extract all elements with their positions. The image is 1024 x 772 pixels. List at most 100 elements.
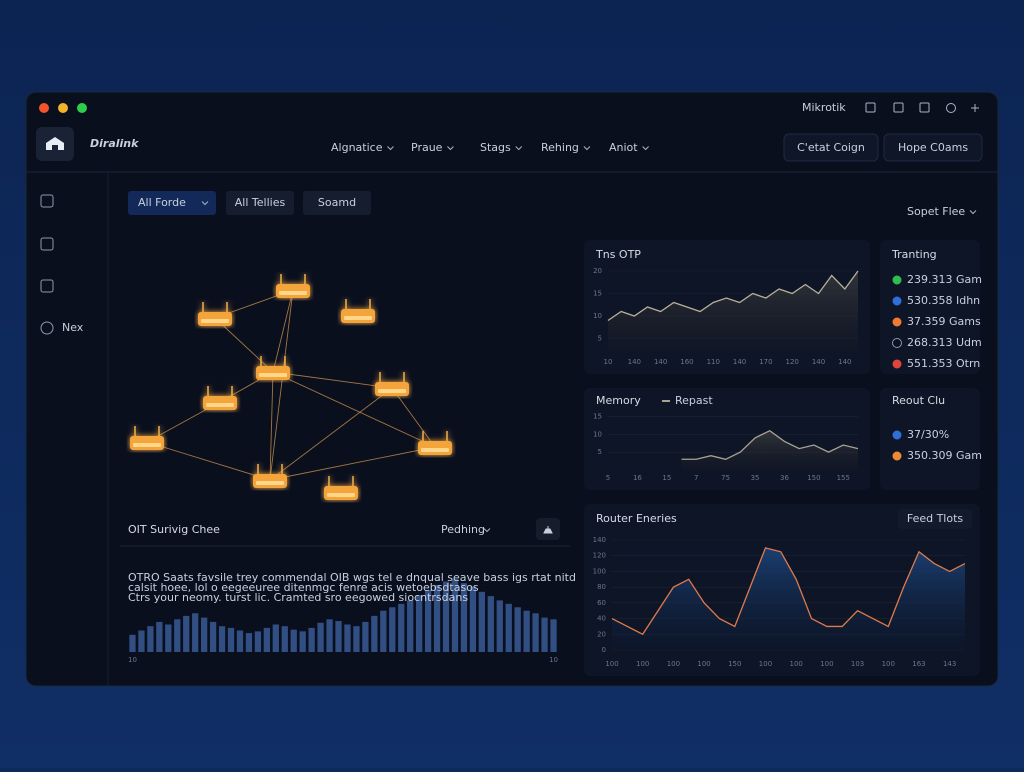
panel-title: Tranting [891,248,937,261]
legend-label: 37.359 Gams [907,315,981,328]
router-node[interactable] [418,431,452,455]
router-face [378,389,406,393]
y-tick-label: 15 [593,412,602,420]
y-tick-label: 60 [597,599,606,607]
icon [543,526,553,534]
x-tick-label: 35 [751,474,760,482]
legend-label: 350.309 Gam [907,449,982,462]
router-node[interactable] [198,302,232,326]
panel-title: Memory [596,394,641,407]
bar [416,595,423,652]
nav-item[interactable]: Rehing [541,141,579,154]
bar [541,617,548,652]
link [269,387,393,481]
bar [344,624,351,652]
window-icons[interactable] [865,102,979,113]
bar [523,610,530,652]
dropdown[interactable]: Pedhing [441,523,485,536]
button[interactable] [783,133,879,162]
y-tick-label: 80 [597,583,606,591]
sort-label[interactable]: Sopet Flee [907,205,965,218]
logo-icon [46,137,64,150]
nav-item[interactable]: Aniot [609,141,638,154]
x-tick-label: 36 [780,474,789,482]
nav-item[interactable]: Praue [411,141,443,154]
description-line: OTRO Saats favsile trey commendal OIB wg… [128,571,576,584]
button-label[interactable]: C'etat Coign [797,141,865,154]
bar [514,607,521,652]
y-tick-label: 20 [593,267,602,275]
sidebar-icons[interactable] [40,194,54,335]
link [146,441,271,481]
bar [308,627,315,652]
bar [442,581,450,652]
filter[interactable] [226,191,294,215]
x-tick-label: 10 [128,656,137,664]
router-face [259,373,287,377]
bar [281,626,288,652]
link [214,317,274,373]
legend-label: 530.358 Idhn [907,294,980,307]
x-tick-label: 100 [759,660,772,668]
bar [469,586,477,652]
router-node[interactable] [341,299,375,323]
button-label[interactable]: Hope C0ams [898,141,968,154]
filter-label[interactable]: Soamd [318,196,356,209]
x-tick-label: 15 [662,474,671,482]
legend-label: 551.353 Otrn [907,357,980,370]
bar [460,583,468,652]
x-tick-label: 155 [837,474,850,482]
area-fill [612,547,965,650]
filter[interactable] [128,191,216,215]
link [272,289,294,373]
router-node[interactable] [256,356,290,380]
chevron [515,146,523,151]
series-line [611,547,966,636]
bar [218,626,226,652]
router-node[interactable] [253,464,287,488]
router-node[interactable] [375,372,409,396]
router-node[interactable] [324,476,358,500]
x-tick-label: 100 [882,660,895,668]
sidebar-label[interactable]: Nex [62,321,84,334]
bar [550,619,557,652]
nav-item[interactable]: Stags [480,141,511,154]
bar [487,596,494,652]
bar [272,624,279,652]
bar [183,615,190,652]
legend-dot [892,338,902,348]
filter[interactable] [303,191,371,215]
router-node[interactable] [203,386,237,410]
x-tick-label: 140 [812,358,825,366]
panel-title: Tns OTP [595,248,641,261]
button[interactable] [898,509,972,529]
chevron [583,146,591,151]
bar [290,629,297,652]
chevron [201,201,209,206]
min-dot[interactable] [58,103,68,113]
bar [174,619,181,652]
button-label[interactable]: Feed Tlots [907,512,964,525]
chevron [483,528,491,533]
close-dot[interactable] [39,103,49,113]
router-node[interactable] [276,274,310,298]
x-tick-label: 103 [851,660,864,668]
legend-label: Repast [675,394,713,407]
filter-label[interactable]: All Tellies [235,196,286,209]
bar [165,624,172,652]
button[interactable] [883,133,983,162]
max-dot[interactable] [77,103,87,113]
router-face [256,481,284,485]
nav-item[interactable]: Algnatice [331,141,383,154]
legend-dot [892,451,902,461]
y-tick-label: 10 [593,312,602,320]
bar [326,619,333,652]
bar [353,626,360,652]
y-tick-label: 15 [593,290,602,298]
filter-label[interactable]: All Forde [138,196,186,209]
description-line: Ctrs your neomy. turst lic. Cramted sro … [128,591,468,604]
router-node[interactable] [130,426,164,450]
x-tick-label: 143 [943,660,956,668]
panel-title: Router Eneries [596,512,677,525]
router-face [327,493,355,497]
